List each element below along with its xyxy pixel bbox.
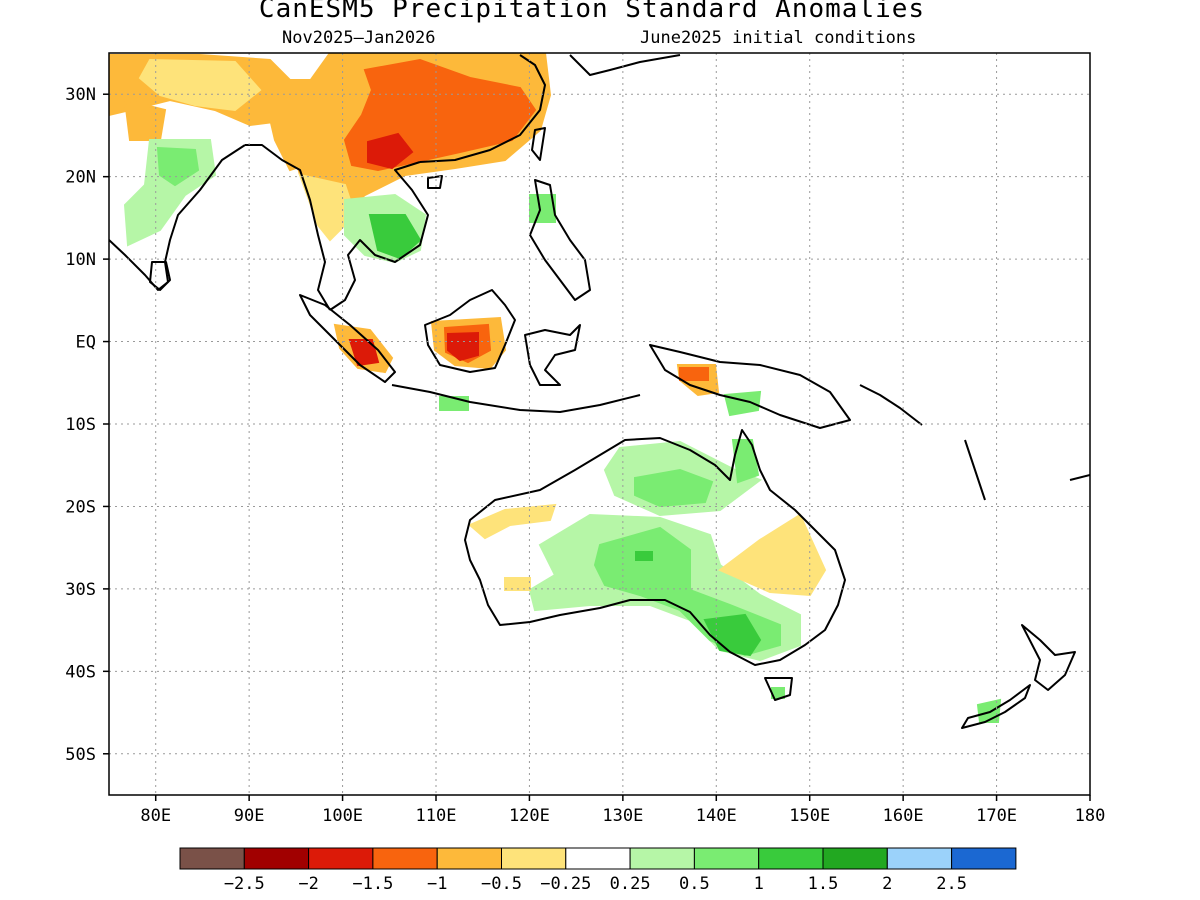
colorbar-label: 2 xyxy=(882,874,892,894)
coast-korea-japan xyxy=(569,54,681,76)
lon-label: 90E xyxy=(234,806,265,826)
colorbar-swatch xyxy=(886,847,953,870)
colorbar-label: −1 xyxy=(427,874,447,894)
coast-new-guinea xyxy=(649,344,851,429)
lon-label: 120E xyxy=(509,806,550,826)
colorbar-label: −0.25 xyxy=(540,874,591,894)
axis-ticks xyxy=(103,93,1091,801)
gridlines xyxy=(109,53,1090,795)
colorbar-swatch xyxy=(565,847,631,870)
wet-core-central-australia xyxy=(635,551,653,561)
forecast-period: Nov2025–Jan2026 xyxy=(282,28,436,48)
colorbar-swatch xyxy=(243,847,310,870)
lat-label: 20N xyxy=(65,168,96,188)
colorbar-label: −0.5 xyxy=(481,874,522,894)
wet-area-bengal xyxy=(156,146,200,187)
latitude-labels: 30N 20N 10N EQ 10S 20S 30S 40S 50S xyxy=(65,85,96,765)
initial-conditions: June2025 initial conditions xyxy=(640,28,917,48)
dry-core-new-guinea xyxy=(679,367,709,381)
lat-label: 30S xyxy=(65,580,96,600)
lon-label: 170E xyxy=(976,806,1017,826)
lon-label: 160E xyxy=(883,806,924,826)
coast-indochina xyxy=(329,161,429,311)
lon-label: 80E xyxy=(140,806,171,826)
coast-vanuatu xyxy=(964,439,986,501)
coast-borneo xyxy=(424,289,516,373)
lon-label: 110E xyxy=(416,806,457,826)
coast-taiwan xyxy=(531,127,546,161)
wet-core-indochina xyxy=(368,214,422,260)
wet-core-southeast-australia xyxy=(703,613,762,657)
colorbar-label: 0.25 xyxy=(610,874,651,894)
coast-china xyxy=(419,54,546,163)
coast-sri-lanka xyxy=(149,261,171,291)
colorbar-label: −2.5 xyxy=(224,874,265,894)
coast-sumatra xyxy=(299,294,396,383)
coast-fiji xyxy=(1069,474,1090,481)
colorbar-label: 2.5 xyxy=(936,874,967,894)
lon-label: 100E xyxy=(322,806,363,826)
colorbar-swatch xyxy=(951,847,1017,870)
colorbar-swatch xyxy=(822,847,888,870)
lat-label: 20S xyxy=(65,497,96,517)
dry-peak-borneo xyxy=(447,331,479,362)
colorbar-swatch xyxy=(758,847,824,870)
dry-area-east-australia xyxy=(718,513,827,597)
colorbar-swatch xyxy=(629,847,695,870)
colorbar: −2.5 −2 −1.5 −1 −0.5 −0.25 0.25 0.5 1 1.5 2 2.5 xyxy=(179,847,1017,894)
wet-mod-north-australia xyxy=(634,468,714,508)
map-title: CanESM5 Precipitation Standard Anomalies xyxy=(258,0,926,24)
colorbar-swatch xyxy=(179,847,245,870)
lat-label: 40S xyxy=(65,662,96,682)
colorbar-label: 1 xyxy=(754,874,764,894)
lon-label: 150E xyxy=(789,806,830,826)
colorbar-label: 1.5 xyxy=(808,874,839,894)
colorbar-swatch xyxy=(436,847,503,870)
longitude-labels: 80E 90E 100E 110E 120E 130E 140E 150E 160E 170E 18… xyxy=(140,806,1105,826)
dry-weak-india-north xyxy=(138,58,262,112)
wet-area-philippines xyxy=(529,194,556,223)
lat-label: 10N xyxy=(65,250,96,270)
colorbar-label: 0.5 xyxy=(679,874,710,894)
coast-philippines xyxy=(529,179,591,301)
lon-label: 140E xyxy=(696,806,737,826)
anomaly-fields xyxy=(109,53,1002,723)
dry-area-sw-australia xyxy=(504,577,531,591)
colorbar-swatch xyxy=(501,847,567,870)
coast-australia xyxy=(464,429,846,666)
dry-weak-central-india xyxy=(123,98,167,141)
coast-nz-south xyxy=(961,684,1031,729)
lon-label: 180 xyxy=(1075,806,1106,826)
colorbar-label: −2 xyxy=(298,874,318,894)
coast-hainan xyxy=(427,175,443,189)
dry-peak-china xyxy=(367,132,414,170)
dry-area-west-australia xyxy=(468,503,557,540)
coastlines xyxy=(109,54,1090,729)
lat-label: 30N xyxy=(65,85,96,105)
wet-area-cape-york xyxy=(731,439,760,484)
colorbar-swatch xyxy=(693,847,760,870)
colorbar-swatch xyxy=(308,847,374,870)
dry-core-sumatra xyxy=(348,339,380,367)
plot-frame xyxy=(108,52,1091,796)
dry-area-tibet xyxy=(266,79,342,172)
colorbar-swatch xyxy=(372,847,438,870)
coast-bengal-burma xyxy=(245,144,331,311)
wet-area-new-zealand xyxy=(976,698,1002,723)
coast-java xyxy=(391,384,641,413)
colorbar-label: −1.5 xyxy=(352,874,393,894)
coast-sulawesi xyxy=(524,324,581,386)
lat-label: EQ xyxy=(76,333,96,353)
lon-label: 130E xyxy=(602,806,643,826)
lat-label: 50S xyxy=(65,745,96,765)
lat-label: 10S xyxy=(65,415,96,435)
coast-tasmania xyxy=(764,677,793,701)
coast-nz-north xyxy=(1021,624,1076,691)
coast-solomons xyxy=(859,384,923,426)
